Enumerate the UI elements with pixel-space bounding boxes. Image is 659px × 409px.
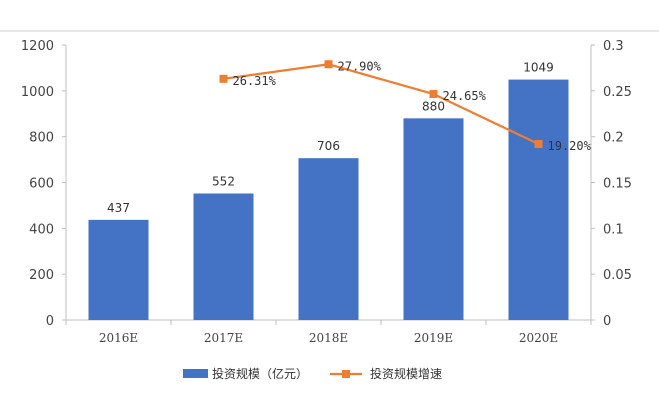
legend-line-marker — [342, 370, 350, 378]
left-tick-label: 200 — [29, 268, 54, 283]
axes-group: 0 200 400 600 800 1000 1200 0 0.05 0.1 0.15 0.2 0.25… — [21, 39, 632, 345]
bar — [88, 219, 149, 320]
legend-bar-label: 投资规模（亿元） — [212, 366, 308, 381]
x-tick-label: 2018E — [309, 331, 348, 345]
left-tick-label: 400 — [29, 222, 54, 237]
bar — [508, 79, 569, 321]
bar-value-label: 552 — [212, 175, 235, 189]
bar-value-label: 1049 — [523, 61, 554, 75]
bar-value-label: 880 — [422, 99, 445, 113]
bars-group — [88, 79, 569, 321]
growth-point — [324, 60, 333, 69]
x-tick-label: 2020E — [519, 331, 558, 345]
growth-line-group — [219, 60, 543, 148]
right-tick-label: 0.05 — [603, 268, 632, 283]
growth-value-label: 27.90% — [338, 59, 382, 73]
left-tick-label: 0 — [46, 314, 54, 329]
data-labels-group: 437 552 706 880 1049 26.31% 27.90% 24.65% 19.20% — [107, 59, 592, 215]
right-tick-label: 0.3 — [603, 39, 624, 54]
x-tick-label: 2017E — [204, 331, 243, 345]
bar — [298, 158, 359, 320]
left-tick-label: 600 — [29, 177, 54, 192]
bar — [403, 118, 464, 320]
growth-value-label: 19.20% — [548, 139, 592, 153]
left-tick-label: 800 — [29, 131, 54, 146]
left-tick-label: 1000 — [21, 85, 54, 100]
right-tick-label: 0.1 — [603, 222, 624, 237]
legend-line-label: 投资规模增速 — [370, 366, 442, 381]
bar — [193, 193, 254, 320]
x-tick-label: 2019E — [414, 331, 453, 345]
legend-bar-swatch — [183, 369, 208, 378]
bar-value-label: 706 — [317, 139, 340, 153]
right-tick-label: 0 — [603, 314, 611, 329]
growth-point — [429, 90, 438, 99]
growth-value-label: 26.31% — [233, 74, 277, 88]
left-tick-label: 1200 — [21, 39, 54, 54]
growth-point — [219, 74, 228, 83]
right-tick-label: 0.25 — [603, 85, 632, 100]
growth-value-label: 24.65% — [443, 89, 487, 103]
legend: 投资规模（亿元） 投资规模增速 — [183, 366, 442, 381]
x-tick-label: 2016E — [99, 331, 138, 345]
right-tick-label: 0.2 — [603, 131, 624, 146]
growth-point — [534, 140, 543, 148]
right-tick-label: 0.15 — [603, 177, 632, 192]
bar-value-label: 437 — [107, 201, 130, 215]
growth-line — [223, 63, 539, 145]
